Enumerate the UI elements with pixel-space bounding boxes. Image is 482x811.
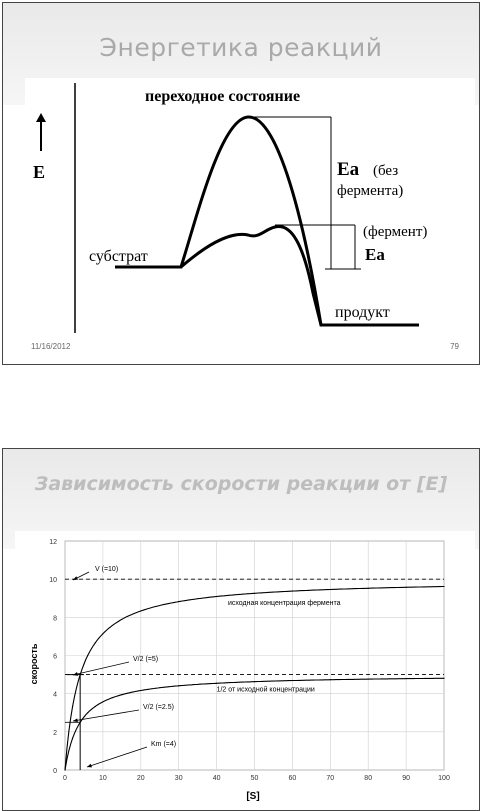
series-point [121, 618, 123, 621]
series-point [140, 610, 142, 612]
x-axis-label: [S] [246, 791, 259, 802]
series-point [291, 679, 293, 682]
series-point [216, 682, 218, 684]
ea-no-enzyme-line1: (без [373, 163, 398, 179]
arrow-head-icon [73, 718, 78, 723]
slide-number: 79 [450, 342, 459, 351]
series-point [216, 595, 218, 598]
annotation-label: Km (=4) [151, 741, 176, 748]
series-point [140, 689, 142, 692]
series-point [405, 677, 407, 680]
series-point [64, 769, 66, 771]
series-point [253, 592, 256, 594]
annotation-arrow [86, 746, 148, 768]
series-point [367, 678, 369, 680]
series-point [367, 587, 369, 589]
series-point [178, 685, 180, 687]
series-point [87, 712, 89, 714]
slide-rate-vs-enzyme: Зависимость скорости реакции от [E] 0 10 2… [2, 448, 480, 811]
x-tick-label: 50 [251, 775, 259, 782]
x-tick-label: 80 [364, 775, 372, 782]
annotation-label: V/2 (=5) [133, 656, 158, 663]
y-tick-label: 2 [53, 730, 57, 737]
series-point [87, 654, 89, 657]
series-point [94, 642, 96, 644]
x-tick-label: 60 [289, 775, 297, 782]
ea-enzyme-line1: (фермент) [363, 224, 427, 240]
curve-enzyme [180, 225, 323, 326]
series-point [94, 705, 96, 708]
y-tick-label: 8 [53, 615, 57, 622]
arrow-head-icon [87, 763, 92, 768]
series-point [329, 679, 331, 681]
series-point [178, 601, 180, 603]
y-axis-label: E [33, 162, 45, 182]
annotation-arrow [72, 709, 140, 722]
x-tick-label: 70 [326, 775, 334, 782]
substrate-label: субстрат [89, 248, 148, 265]
ea-enzyme-symbol: Ea [365, 245, 385, 264]
series-point [443, 677, 445, 679]
annotation-arrow [72, 661, 130, 676]
transition-state-label: переходное состояние [145, 88, 300, 105]
series-label: 1/2 от исходной концентрации [217, 686, 315, 694]
y-tick-label: 4 [53, 692, 57, 699]
y-tick-label: 12 [49, 539, 57, 546]
series-label: исходная концентрация фермента [228, 600, 341, 607]
y-tick-label: 0 [53, 768, 57, 775]
x-tick-label: 100 [438, 775, 450, 782]
ea-no-enzyme-line2: фермента) [337, 183, 403, 199]
arrow-head-icon [73, 672, 78, 676]
annotation-label: V (=10) [95, 566, 118, 573]
series-point [71, 705, 74, 708]
content-area [25, 78, 475, 364]
arrow-head-icon [36, 113, 46, 122]
series-point [102, 633, 104, 635]
chart-area [15, 531, 475, 806]
ea-no-enzyme-symbol: Ea [337, 159, 360, 180]
series-point [329, 588, 331, 591]
series-point [71, 737, 74, 739]
product-label: продукт [335, 304, 390, 321]
slide-date: 11/16/2012 [31, 342, 71, 351]
x-tick-label: 20 [137, 775, 145, 782]
rate-chart: 0 10 20 30 40 50 60 70 80 90 100 0 2 4 6 8 10 12 исходная… [15, 531, 475, 806]
slide-title: Энергетика реакций [99, 33, 383, 62]
x-tick-label: 30 [175, 775, 183, 782]
series-point [291, 590, 293, 592]
y-tick-label: 10 [49, 577, 57, 584]
energy-diagram: E переходное состояние субстрат продукт … [25, 78, 475, 364]
y-tick-label: 6 [53, 654, 57, 661]
annotation-label: V/2 (=2.5) [143, 704, 174, 711]
x-tick-label: 40 [213, 775, 221, 782]
series-point [121, 694, 123, 696]
x-tick-label: 90 [402, 775, 410, 782]
x-tick-label: 10 [99, 775, 107, 782]
y-axis-label: скорость [29, 643, 39, 684]
slide-title: Зависимость скорости реакции от [E] [34, 473, 448, 495]
series-point [405, 586, 407, 588]
slide-energetics: Энергетика реакций E переходное состояни… [2, 2, 480, 365]
series-point [102, 701, 104, 703]
curve-no-enzyme [115, 115, 419, 327]
series-point [253, 681, 256, 683]
series-point [443, 585, 445, 588]
x-tick-label: 0 [63, 775, 67, 782]
arrow-head-icon [73, 576, 78, 580]
